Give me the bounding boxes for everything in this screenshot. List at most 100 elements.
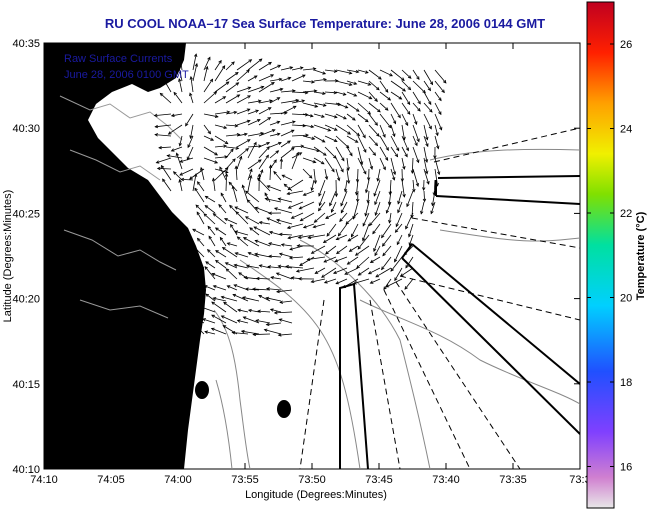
current-vector: [269, 77, 283, 82]
current-vector: [225, 61, 235, 71]
current-vector: [245, 264, 260, 269]
current-vector: [203, 213, 216, 225]
current-vector: [291, 151, 299, 170]
current-vector: [240, 329, 260, 335]
current-vector: [177, 65, 183, 82]
current-vector: [381, 256, 392, 271]
current-vector: [423, 113, 432, 130]
current-vector: [269, 141, 282, 148]
current-vector: [323, 278, 337, 284]
current-vector: [283, 183, 293, 192]
current-vector: [192, 53, 198, 71]
current-vector: [166, 154, 183, 159]
current-vector: [269, 97, 281, 104]
current-vector: [214, 167, 229, 181]
current-vector: [379, 146, 389, 161]
current-vector: [211, 301, 227, 313]
current-vector: [340, 201, 348, 214]
current-vector: [302, 168, 313, 179]
current-vector: [285, 264, 304, 269]
current-vector: [335, 80, 353, 86]
current-vector: [277, 264, 293, 269]
current-vector: [220, 192, 227, 203]
current-vector: [335, 69, 353, 75]
current-vector: [242, 316, 260, 324]
current-vector: [211, 177, 216, 192]
current-vector: [313, 146, 327, 156]
x-tick-label: 73:50: [298, 474, 326, 486]
current-vector: [269, 132, 281, 137]
current-vector: [258, 99, 273, 104]
current-vector: [401, 102, 411, 115]
figure-title: RU COOL NOAA–17 Sea Surface Temperature:…: [105, 16, 545, 31]
current-vector: [368, 80, 380, 91]
current-vector: [313, 91, 326, 95]
colorbar-tick-label: 24: [620, 124, 632, 136]
current-vector: [236, 319, 249, 324]
current-vector: [269, 87, 284, 93]
current-vector: [430, 201, 436, 215]
current-vector: [423, 102, 433, 113]
current-vector: [230, 223, 238, 236]
current-vector: [258, 146, 271, 159]
current-vector: [266, 287, 282, 291]
y-tick-label: 40:25: [12, 208, 40, 220]
current-vector: [244, 216, 260, 225]
y-axis-ticks: 40:35 40:30 40:25 40:20 40:15 40:10: [12, 38, 580, 476]
current-vector: [192, 173, 198, 192]
current-vector: [423, 69, 434, 86]
current-vector: [306, 256, 326, 261]
current-vector: [194, 258, 205, 269]
current-vector: [365, 179, 370, 194]
current-vector: [253, 226, 271, 236]
legend-currents-label: Raw Surface Currents: [64, 53, 173, 65]
current-vector: [255, 319, 271, 324]
current-vector: [310, 278, 326, 284]
current-vector: [346, 124, 361, 137]
current-vector: [318, 179, 326, 197]
current-vector: [258, 142, 271, 148]
current-vector: [281, 174, 293, 181]
current-vector: [362, 212, 370, 227]
current-vector: [280, 76, 292, 82]
current-vector: [297, 234, 315, 239]
current-vector: [241, 296, 260, 302]
current-vector: [153, 113, 172, 118]
current-vector: [335, 146, 345, 162]
current-vector: [203, 146, 219, 156]
current-vector: [236, 108, 251, 115]
current-vector: [317, 201, 326, 212]
current-vector: [258, 264, 271, 269]
current-vector: [200, 166, 205, 181]
x-tick-label: 73:3: [569, 474, 590, 486]
current-vector: [310, 245, 326, 254]
current-vector: [313, 157, 325, 165]
current-vector: [154, 124, 172, 129]
current-vector: [434, 91, 442, 102]
buoy-marker: [195, 381, 209, 399]
current-vector: [357, 234, 370, 250]
x-tick-label: 74:10: [30, 474, 58, 486]
current-vector: [379, 102, 389, 111]
current-vector: [247, 174, 253, 192]
current-vector: [379, 113, 392, 129]
current-vector: [431, 190, 436, 207]
current-vector: [401, 146, 408, 158]
current-vector: [214, 110, 231, 115]
current-vector: [345, 212, 359, 225]
current-vector: [357, 124, 366, 139]
current-vector: [434, 102, 442, 116]
current-vector: [270, 276, 282, 280]
current-vector: [412, 91, 421, 105]
current-vector: [254, 252, 271, 258]
current-vector: [236, 236, 249, 247]
current-vector: [275, 272, 293, 280]
current-vector: [346, 168, 351, 185]
current-vector: [346, 135, 359, 143]
current-vector: [247, 109, 260, 115]
current-vector: [236, 139, 251, 148]
current-vector: [207, 225, 216, 236]
current-vector: [302, 135, 316, 140]
x-tick-label: 73:45: [365, 474, 393, 486]
current-vector: [412, 80, 426, 94]
